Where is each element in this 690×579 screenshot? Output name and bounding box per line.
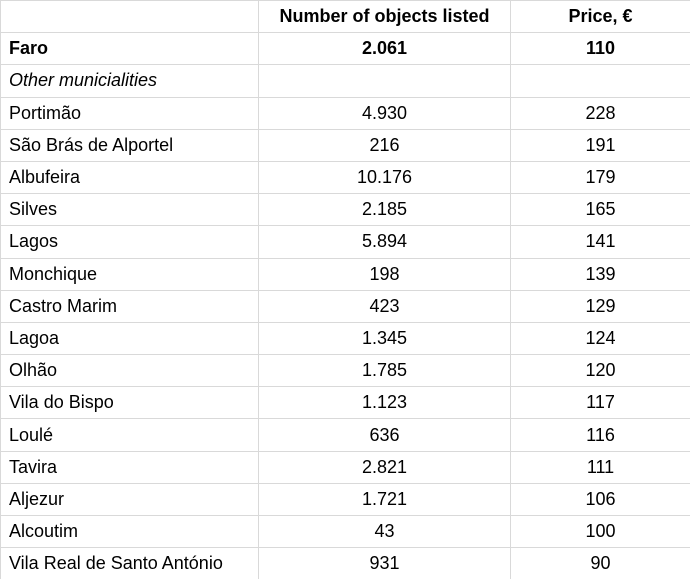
table-row: Albufeira 10.176 179 [0,160,690,195]
col-header-municipality [0,0,259,34]
price-cell: 191 [510,128,690,162]
table-row: Tavira 2.821 111 [0,450,690,484]
table-row: Lagoa 1.345 124 [0,321,690,356]
table-row: Faro 2.061 110 [0,32,690,66]
municipality-name-cell: Silves [0,193,259,227]
objects-count-cell: 1.785 [258,354,511,388]
price-cell: 179 [510,160,690,195]
table-row: Monchique 198 139 [0,257,690,291]
table-row: Vila Real de Santo António 931 90 [0,547,690,579]
price-cell: 228 [510,96,690,130]
municipality-name-cell: Vila Real de Santo António [0,547,259,579]
objects-count-cell: 1.123 [258,386,511,420]
table-row: Portimão 4.930 228 [0,96,690,130]
table-row: Aljezur 1.721 106 [0,482,690,517]
col-header-price: Price, € [510,0,690,34]
col-header-objects-listed: Number of objects listed [258,0,511,34]
municipality-name-cell: Aljezur [0,482,259,517]
table-row: Olhão 1.785 120 [0,354,690,388]
table-row: Castro Marim 423 129 [0,289,690,323]
table-body: Faro 2.061 110 Other municialities Portimão 4… [0,32,690,579]
municipality-name-cell: São Brás de Alportel [0,128,259,162]
price-cell: 116 [510,418,690,452]
municipality-name-cell: Alcoutim [0,514,259,549]
objects-count-cell: 5.894 [258,225,511,259]
objects-count-cell: 216 [258,128,511,162]
price-cell: 90 [510,547,690,579]
objects-count-cell: 2.185 [258,193,511,227]
table-row: Vila do Bispo 1.123 117 [0,386,690,420]
price-cell: 124 [510,321,690,356]
municipality-name-cell: Albufeira [0,160,259,195]
table-row: Loulé 636 116 [0,418,690,452]
municipality-name-cell: Castro Marim [0,289,259,323]
table-row: São Brás de Alportel 216 191 [0,128,690,162]
objects-count-cell: 10.176 [258,160,511,195]
municipality-name-cell: Lagoa [0,321,259,356]
objects-count-cell: 2.061 [258,32,511,66]
objects-count-cell: 4.930 [258,96,511,130]
price-cell: 110 [510,32,690,66]
objects-count-cell: 1.345 [258,321,511,356]
municipality-name-cell: Monchique [0,257,259,291]
objects-count-cell: 1.721 [258,482,511,517]
price-cell: 165 [510,193,690,227]
objects-count-cell: 198 [258,257,511,291]
municipality-name-cell: Olhão [0,354,259,388]
price-cell: 106 [510,482,690,517]
price-cell: 120 [510,354,690,388]
municipality-name-cell: Faro [0,32,259,66]
objects-count-cell: 43 [258,514,511,549]
objects-count-cell: 931 [258,547,511,579]
table-row: Lagos 5.894 141 [0,225,690,259]
municipality-name-cell: Lagos [0,225,259,259]
objects-count-cell: 2.821 [258,450,511,484]
objects-count-cell: 423 [258,289,511,323]
municipality-name-cell: Loulé [0,418,259,452]
price-cell: 100 [510,514,690,549]
price-cell: 139 [510,257,690,291]
municipality-name-cell: Vila do Bispo [0,386,259,420]
objects-count-cell [258,64,511,98]
price-cell: 129 [510,289,690,323]
price-cell: 111 [510,450,690,484]
municipality-name-cell: Portimão [0,96,259,130]
price-cell [510,64,690,98]
price-cell: 141 [510,225,690,259]
table-row: Alcoutim 43 100 [0,514,690,549]
header-row: Number of objects listed Price, € [0,0,690,34]
price-cell: 117 [510,386,690,420]
table-row: Other municialities [0,64,690,98]
objects-count-cell: 636 [258,418,511,452]
table-row: Silves 2.185 165 [0,193,690,227]
municipality-name-cell: Tavira [0,450,259,484]
municipality-name-cell: Other municialities [0,64,259,98]
